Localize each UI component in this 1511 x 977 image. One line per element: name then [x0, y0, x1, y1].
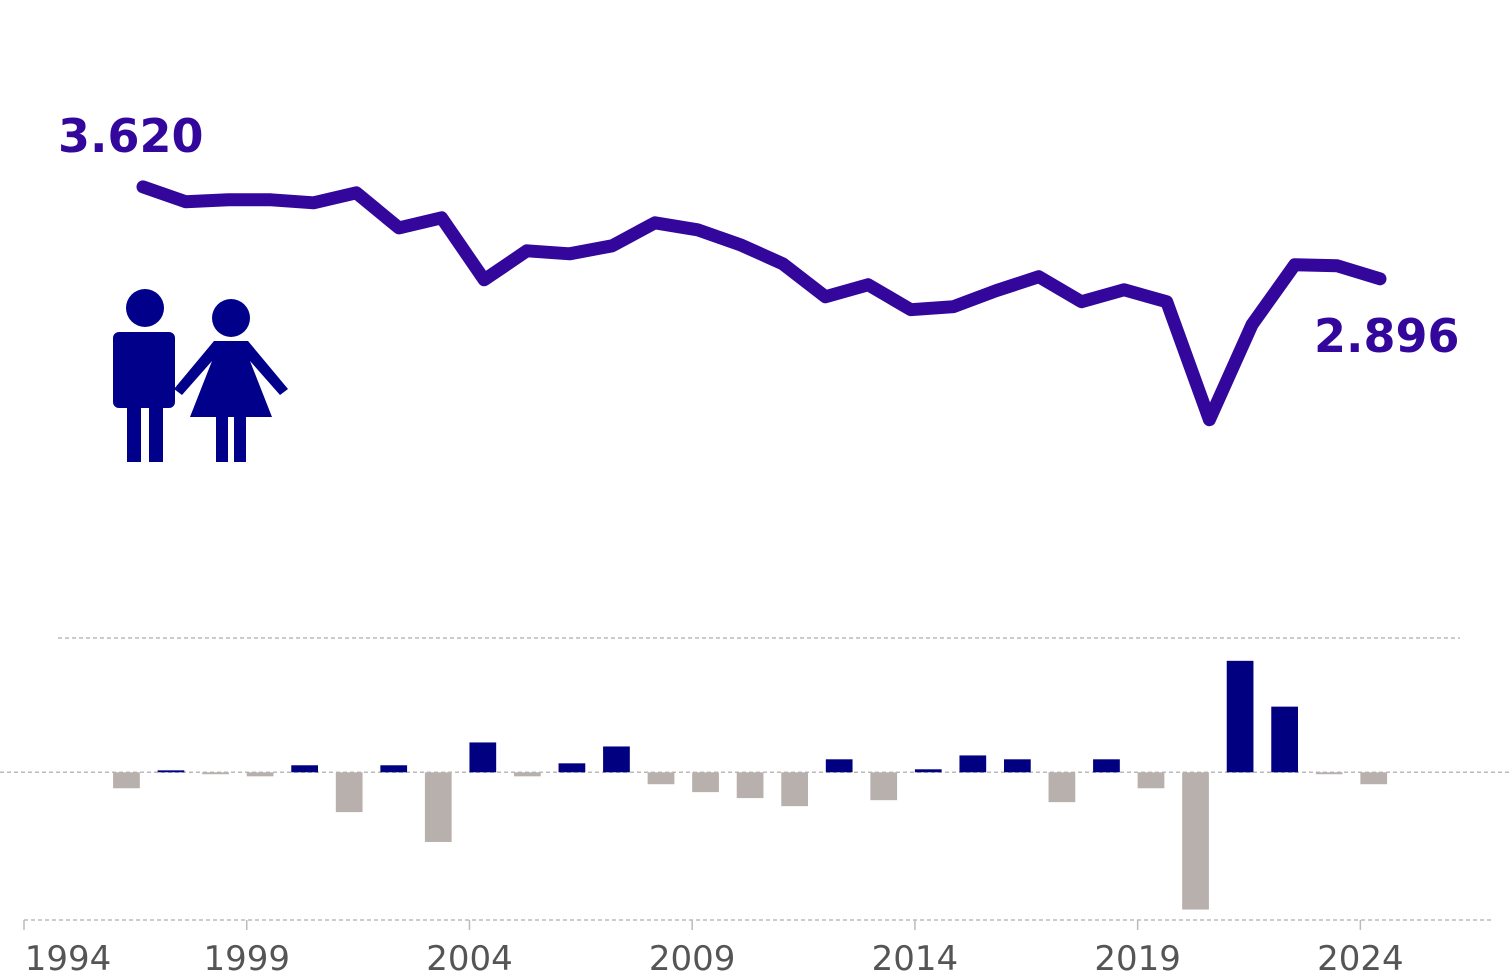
bar — [469, 742, 497, 773]
bar — [380, 765, 408, 773]
bar — [246, 772, 274, 777]
bar — [1226, 660, 1254, 773]
bar — [825, 759, 853, 773]
bar — [1360, 772, 1388, 785]
bar — [1137, 772, 1165, 789]
bar — [291, 765, 318, 773]
bar — [647, 772, 675, 785]
bar — [157, 770, 185, 773]
bar — [870, 772, 898, 801]
bar — [1271, 706, 1298, 773]
bar — [514, 772, 541, 777]
end-annotation: 2.896 — [1314, 309, 1460, 363]
bar — [692, 772, 719, 793]
bar — [558, 763, 586, 773]
x-tick-label: 1999 — [203, 939, 290, 977]
bar — [113, 772, 140, 789]
bar — [1182, 772, 1209, 910]
bar — [1093, 759, 1120, 773]
x-tick-label: 1994 — [25, 939, 112, 977]
x-tick-label: 2004 — [426, 939, 513, 977]
bar — [914, 769, 942, 773]
bar — [781, 772, 808, 807]
x-tick-label: 2019 — [1094, 939, 1181, 977]
people-icon — [113, 289, 288, 462]
bar — [736, 772, 764, 799]
bar — [959, 755, 987, 773]
bar — [335, 772, 363, 813]
bar — [603, 746, 630, 773]
start-annotation: 3.620 — [58, 109, 204, 163]
x-tick-label: 2009 — [649, 939, 736, 977]
bar — [1004, 759, 1031, 773]
bar — [1315, 772, 1343, 775]
x-tick-label: 2024 — [1317, 939, 1404, 977]
bar — [1048, 772, 1076, 803]
line — [136, 180, 1387, 427]
bar — [202, 772, 229, 775]
x-tick-label: 2014 — [872, 939, 959, 977]
bar — [424, 772, 452, 842]
